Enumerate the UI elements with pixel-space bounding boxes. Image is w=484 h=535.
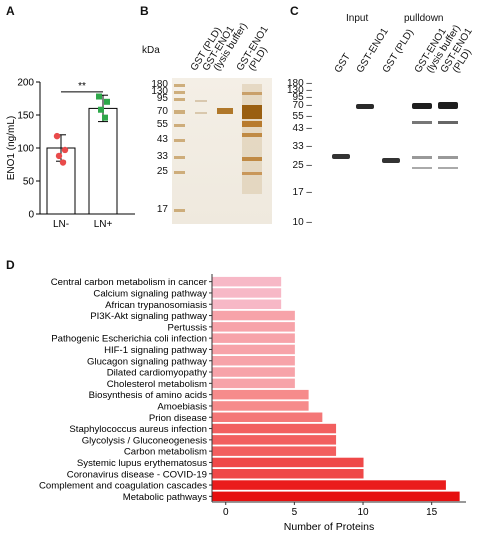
panel-c-marker-label: 180 – [286, 78, 312, 89]
panel-d-category-label: African trypanosomiasis [105, 300, 207, 311]
panel-b-marker-label: 130 [151, 86, 168, 97]
panel-c-marker-label: 130 – [286, 85, 312, 96]
panel-d-bar [212, 446, 337, 456]
panel-d-x-axis-label: Number of Proteins [284, 521, 374, 533]
panel-a-y-tick-label: 100 [17, 144, 34, 155]
panel-b-marker-label: 33 [156, 151, 168, 162]
panel-c-marker-label: 70 – [292, 100, 312, 111]
panel-c-marker-label: 10 – [292, 217, 312, 228]
panel-d-bar [212, 356, 295, 366]
panel-d-category-label: Pertussis [168, 322, 208, 333]
panel-d-category-label: Glycolysis / Gluconeogenesis [82, 435, 208, 446]
panel-a-data-point [102, 114, 108, 121]
panel-d-bar [212, 333, 295, 343]
panel-a-data-point [55, 152, 63, 160]
panel-a-y-tick-label: 150 [17, 111, 34, 122]
panel-a-data-point [104, 98, 110, 105]
panel-c-marker-label: 95 – [292, 92, 312, 103]
panel-d-x-tick-label: 5 [292, 507, 298, 518]
panel-d-letter: D [6, 258, 15, 272]
panel-a-y-axis-label: ENO1 (ng/mL) [6, 116, 17, 180]
panel-a-data-point [59, 159, 67, 166]
panel-c-lane-label: GST [332, 51, 353, 75]
panel-d-category-label: Carbon metabolism [124, 447, 207, 458]
panel-a-data-point [61, 146, 69, 154]
panel-d-bar [212, 322, 295, 332]
panel-a-y-tick-label: 50 [23, 177, 35, 188]
panel-b-marker-label: 180 [151, 79, 168, 90]
panel-d-category-label: Biosynthesis of amino acids [89, 390, 208, 401]
panel-c-pulldown-label: pulldown [404, 13, 444, 24]
panel-c-marker-label: 25 – [292, 160, 312, 171]
panel-d-bar [212, 378, 295, 389]
panel-a-y-tick-label: 200 [17, 78, 34, 89]
panel-a-significance-label: ** [78, 81, 86, 92]
panel-a-chart: 0 50 100 150 200 ENO1 (ng/mL) LN- LN+ ** [6, 78, 135, 230]
panel-d-category-label: Central carbon metabolism in cancer [51, 277, 208, 288]
panel-d-bar [212, 288, 282, 298]
panel-c-letter: C [290, 4, 299, 18]
panel-c-marker-label: 55 – [292, 111, 312, 122]
panel-d-bar [212, 491, 460, 502]
panel-b-silver-stain-gel [172, 78, 272, 224]
panel-a-bar [88, 107, 118, 215]
panel-d-bar [212, 423, 337, 434]
panel-b-marker-label: 70 [156, 106, 168, 117]
panel-a-data-point [96, 93, 102, 100]
panel-d-category-label: Amoebiasis [157, 401, 207, 412]
panel-d-bar [212, 310, 295, 321]
panel-d-bar [212, 344, 295, 355]
panel-d-category-label: PI3K-Akt signaling pathway [90, 311, 207, 322]
panel-d-chart: Central carbon metabolism in cancerCalci… [39, 274, 466, 533]
panel-d-bar [212, 412, 323, 422]
panel-a-data-point [98, 106, 104, 113]
panel-d-category-label: Complement and coagulation cascades [39, 481, 207, 492]
panel-b-marker-label: 43 [156, 134, 168, 145]
panel-b-kda-title: kDa [142, 45, 160, 56]
panel-b-marker-label: 95 [156, 93, 168, 104]
panel-d-bar [212, 299, 282, 309]
panel-d-category-label: Calcium signaling pathway [93, 288, 207, 299]
panel-d-category-label: Coronavirus disease - COVID-19 [67, 469, 207, 480]
panel-d-category-label: Metabolic pathways [123, 492, 207, 503]
panel-d-category-label: Staphylococcus aureus infection [69, 424, 207, 435]
panel-a-x-tick-label: LN+ [94, 219, 113, 230]
panel-d-category-label: Dilated cardiomyopathy [107, 368, 207, 379]
panel-a-x-tick-label: LN- [53, 219, 69, 230]
panel-d-bar [212, 276, 282, 287]
panel-d-bar [212, 457, 364, 468]
panel-d-category-label: HIF-1 signaling pathway [104, 345, 207, 356]
panel-d-bar [212, 469, 364, 479]
panel-d-bar [212, 401, 309, 411]
panel-d-bar [212, 480, 446, 490]
panel-c-marker-label: 17 – [292, 187, 312, 198]
panel-a-y-tick-label: 0 [28, 210, 34, 221]
panel-c-input-label: Input [346, 13, 369, 24]
panel-b-marker-label: 55 [156, 119, 168, 130]
panel-c-marker-label: 33 – [292, 141, 312, 152]
panel-d-bar [212, 367, 295, 377]
panel-c-western-blot [328, 78, 478, 228]
panel-d-x-tick-label: 0 [223, 507, 229, 518]
panel-c-marker-label: 43 – [292, 123, 312, 134]
panel-a-letter: A [6, 4, 15, 18]
panel-d-category-label: Pathogenic Escherichia coli infection [51, 334, 207, 345]
panel-d-bar [212, 435, 337, 445]
panel-d-x-tick-label: 10 [357, 507, 369, 518]
panel-d-category-label: Prion disease [149, 413, 207, 424]
panel-d-category-label: Systemic lupus erythematosus [77, 458, 207, 469]
panel-d-x-tick-label: 15 [426, 507, 438, 518]
panel-b-marker-label: 17 [156, 204, 168, 215]
panel-b-letter: B [140, 4, 149, 18]
panel-d-category-label: Cholesterol metabolism [107, 379, 207, 390]
panel-b-marker-label: 25 [156, 166, 168, 177]
panel-d-category-label: Glucagon signaling pathway [87, 356, 207, 367]
panel-d-bar [212, 389, 309, 400]
panel-a-data-point [53, 132, 61, 140]
